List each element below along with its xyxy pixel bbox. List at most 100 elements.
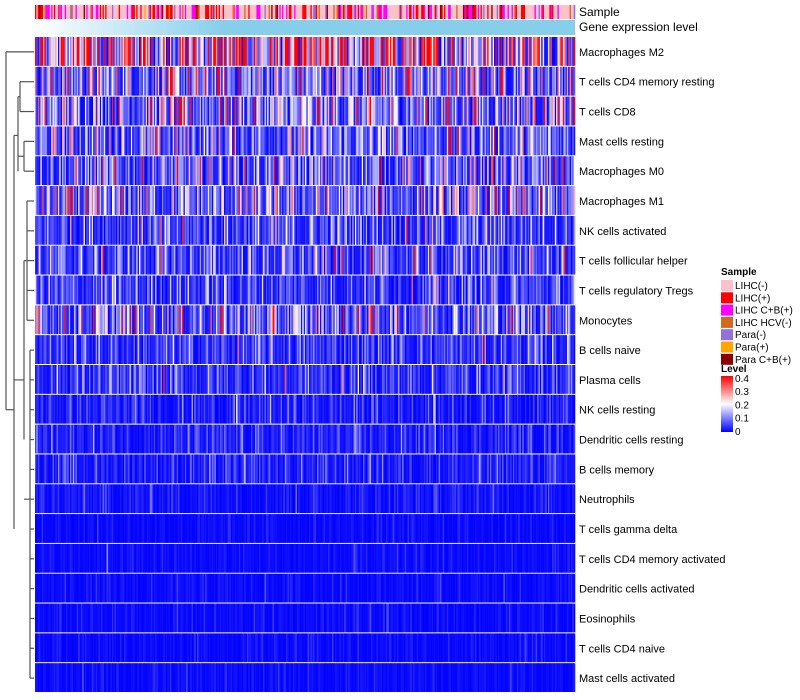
heatmap-cell: [265, 215, 268, 245]
heatmap-cell: [373, 305, 376, 335]
heatmap-cell: [570, 126, 573, 156]
heatmap-cell: [80, 186, 83, 215]
heatmap-cell: [373, 96, 376, 126]
heatmap-cell: [534, 275, 537, 305]
heatmap-cell: [521, 335, 523, 364]
heatmap-cell: [394, 275, 396, 305]
heatmap-cell: [357, 305, 360, 335]
heatmap-cell: [55, 275, 57, 305]
heatmap-cell: [506, 245, 508, 275]
heatmap-cell: [404, 37, 407, 66]
heatmap-cell: [90, 37, 92, 66]
heatmap-cell: [175, 66, 178, 96]
heatmap-cell: [52, 66, 55, 96]
heatmap-cell: [446, 126, 449, 156]
heatmap-cell: [101, 275, 103, 305]
heatmap-cell: [562, 126, 565, 156]
sample-cell: [207, 5, 210, 19]
heatmap-cell: [248, 66, 250, 96]
heatmap-cell: [257, 245, 260, 275]
heatmap-cell: [388, 335, 391, 364]
heatmap-cell: [276, 156, 279, 186]
heatmap-cell: [314, 186, 317, 215]
heatmap-cell: [163, 186, 165, 215]
sample-cell: [246, 5, 249, 19]
heatmap-cell: [229, 365, 232, 394]
heatmap-cell: [435, 96, 438, 126]
heatmap-cell: [209, 275, 211, 305]
heatmap-cell: [406, 245, 408, 275]
heatmap-cell: [464, 275, 466, 305]
heatmap-cell: [128, 365, 130, 394]
heatmap-cell: [550, 275, 553, 305]
heatmap-cell: [506, 305, 508, 335]
heatmap-cell: [145, 335, 148, 364]
heatmap-cell: [109, 245, 111, 275]
heatmap-cell: [305, 275, 307, 305]
sample-cell: [156, 5, 159, 19]
sample-cell: [539, 5, 542, 19]
heatmap-cell: [444, 335, 446, 364]
heatmap-cell: [83, 156, 86, 186]
heatmap-cell: [373, 66, 376, 96]
heatmap-cell: [479, 66, 481, 96]
heatmap-cell: [230, 156, 233, 186]
heatmap-cell: [388, 186, 391, 215]
heatmap-cell: [344, 215, 346, 245]
heatmap-cell: [546, 275, 549, 305]
heatmap-cell: [371, 96, 373, 126]
heatmap-cell: [322, 335, 325, 364]
heatmap-cell: [195, 156, 198, 186]
heatmap-cell: [191, 186, 194, 215]
heatmap-cell: [429, 96, 431, 126]
heatmap-cell: [163, 126, 165, 156]
heatmap-cell: [111, 156, 114, 186]
sample-cell: [460, 5, 462, 19]
heatmap-cell: [476, 335, 479, 364]
heatmap-cell: [41, 245, 44, 275]
heatmap-cell: [251, 245, 253, 275]
heatmap-cell: [80, 37, 83, 66]
heatmap-cell: [156, 365, 159, 394]
heatmap-cell: [47, 66, 49, 96]
heatmap-cell: [425, 335, 427, 364]
heatmap-cell: [261, 66, 264, 96]
heatmap-cell: [323, 66, 326, 96]
heatmap-cell: [283, 245, 286, 275]
heatmap-cell: [431, 275, 434, 305]
heatmap-cell: [548, 245, 550, 275]
heatmap-cell: [549, 275, 551, 305]
heatmap-cell: [186, 126, 188, 156]
sample-cell: [101, 5, 103, 19]
heatmap-cell: [180, 305, 183, 335]
heatmap-cell: [413, 305, 415, 335]
heatmap-cell: [298, 96, 300, 126]
heatmap-cell: [467, 156, 469, 186]
heatmap-cell: [396, 335, 399, 364]
heatmap-cell: [391, 335, 394, 364]
heatmap-cell: [410, 245, 412, 275]
heatmap-cell: [138, 215, 141, 245]
heatmap-cell: [514, 305, 516, 335]
sample-cell: [377, 5, 380, 19]
heatmap-cell: [41, 305, 44, 335]
heatmap-cell: [152, 215, 155, 245]
heatmap-cell: [76, 186, 79, 215]
sample-cell: [66, 5, 68, 19]
heatmap-cell: [267, 215, 269, 245]
heatmap-cell: [471, 96, 473, 126]
heatmap-cell: [298, 275, 300, 305]
heatmap-cell: [319, 156, 322, 186]
heatmap-cell: [287, 126, 290, 156]
heatmap-cell: [318, 37, 321, 66]
heatmap-cell: [68, 305, 71, 335]
heatmap-cell: [433, 156, 435, 186]
heatmap-cell: [144, 245, 146, 275]
heatmap-cell: [107, 96, 110, 126]
heatmap-cell: [171, 305, 173, 335]
heatmap-cell: [165, 37, 168, 66]
heatmap-cell: [87, 37, 90, 66]
heatmap-cell: [74, 365, 76, 394]
heatmap-cell: [518, 126, 520, 156]
heatmap-cell: [566, 215, 569, 245]
